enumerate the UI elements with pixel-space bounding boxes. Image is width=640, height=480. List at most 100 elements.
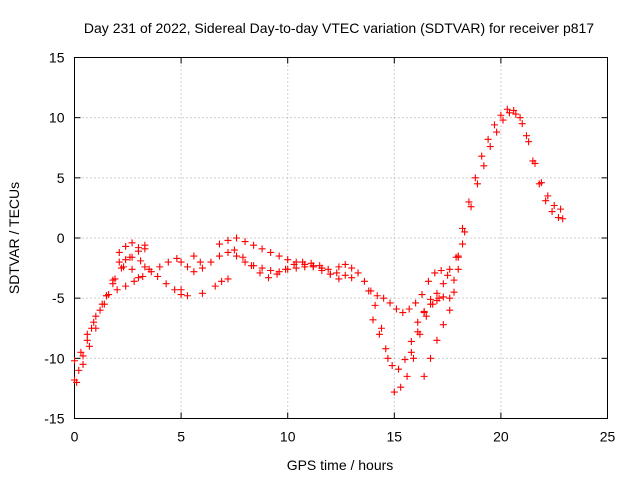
data-point <box>450 276 458 284</box>
data-point <box>267 266 275 274</box>
data-point <box>224 236 232 244</box>
data-point <box>380 294 388 302</box>
data-point <box>162 280 170 288</box>
data-point <box>215 240 223 248</box>
data-point <box>360 277 368 285</box>
data-point <box>459 240 467 248</box>
data-point <box>128 265 136 273</box>
data-point <box>211 282 219 290</box>
data-point <box>224 248 232 256</box>
y-tick-label: -5 <box>52 290 65 306</box>
data-point <box>465 198 473 206</box>
data-point <box>102 292 110 300</box>
data-point <box>371 301 379 309</box>
data-point <box>431 269 439 277</box>
x-tick-label: 15 <box>387 429 403 445</box>
data-point <box>90 318 98 326</box>
data-point <box>318 266 326 274</box>
data-point <box>493 128 501 136</box>
data-point <box>326 270 334 278</box>
data-point <box>437 266 445 274</box>
series-track-g <box>230 246 356 282</box>
data-point <box>369 316 377 324</box>
data-point <box>139 273 147 281</box>
data-point <box>120 263 128 271</box>
y-tick-label: 15 <box>49 50 65 66</box>
data-point <box>433 289 441 297</box>
data-point <box>454 252 462 260</box>
data-point <box>307 259 315 267</box>
data-point <box>130 277 138 285</box>
data-point <box>299 258 307 266</box>
data-point <box>256 269 264 277</box>
data-point <box>392 305 400 313</box>
data-point <box>196 258 204 266</box>
data-point <box>128 253 136 261</box>
series-track-a <box>71 254 181 384</box>
data-point <box>537 179 545 187</box>
data-point <box>420 309 428 317</box>
data-point <box>173 254 181 262</box>
data-point <box>378 324 386 332</box>
data-point <box>273 270 281 278</box>
data-point <box>156 263 164 271</box>
data-point <box>418 291 426 299</box>
data-point <box>267 248 275 256</box>
data-point <box>309 263 317 271</box>
data-point <box>258 245 266 253</box>
chart-title: Day 231 of 2022, Sidereal Day-to-day VTE… <box>84 20 594 36</box>
data-point <box>399 309 407 317</box>
data-point <box>198 289 206 297</box>
axis-ticks: 0 5 10 15 20 25 -15 -10 -5 0 5 10 15 <box>44 50 615 445</box>
data-point <box>433 336 441 344</box>
data-point <box>154 273 162 281</box>
data-point <box>258 264 266 272</box>
data-point <box>388 362 396 370</box>
data-point <box>397 383 405 391</box>
data-point <box>446 294 454 302</box>
x-tick-label: 10 <box>280 429 296 445</box>
data-point <box>390 388 398 396</box>
data-point <box>557 205 565 213</box>
data-point <box>177 258 185 266</box>
data-point <box>73 378 81 386</box>
data-point <box>134 274 142 282</box>
data-point <box>516 114 524 122</box>
data-point <box>480 162 488 170</box>
data-point <box>554 214 562 222</box>
data-point <box>414 318 422 326</box>
data-point <box>92 324 100 332</box>
data-point <box>233 252 241 260</box>
data-point <box>505 109 513 117</box>
data-point <box>439 280 447 288</box>
data-point <box>247 262 255 270</box>
data-point <box>207 258 215 266</box>
data-point <box>183 263 191 271</box>
data-point <box>484 135 492 143</box>
data-point <box>412 299 420 307</box>
series-track-l <box>420 240 467 380</box>
data-point <box>177 286 185 294</box>
data-point <box>386 299 394 307</box>
data-point <box>420 372 428 380</box>
data-point <box>83 336 91 344</box>
data-point <box>341 260 349 268</box>
data-point <box>230 246 238 254</box>
x-tick-label: 25 <box>600 429 616 445</box>
data-point <box>335 275 343 283</box>
data-point <box>190 252 198 260</box>
data-point <box>473 180 481 188</box>
data-point <box>348 264 356 272</box>
y-tick-label: -15 <box>44 411 64 427</box>
data-point <box>491 121 499 129</box>
data-point <box>284 256 292 264</box>
data-point <box>333 269 341 277</box>
data-point <box>395 365 403 373</box>
series-track-k <box>407 253 460 356</box>
y-tick-label: 0 <box>57 230 65 246</box>
data-point <box>275 252 283 260</box>
series-track-j <box>369 293 447 373</box>
data-point <box>531 159 539 167</box>
data-point <box>354 269 362 277</box>
